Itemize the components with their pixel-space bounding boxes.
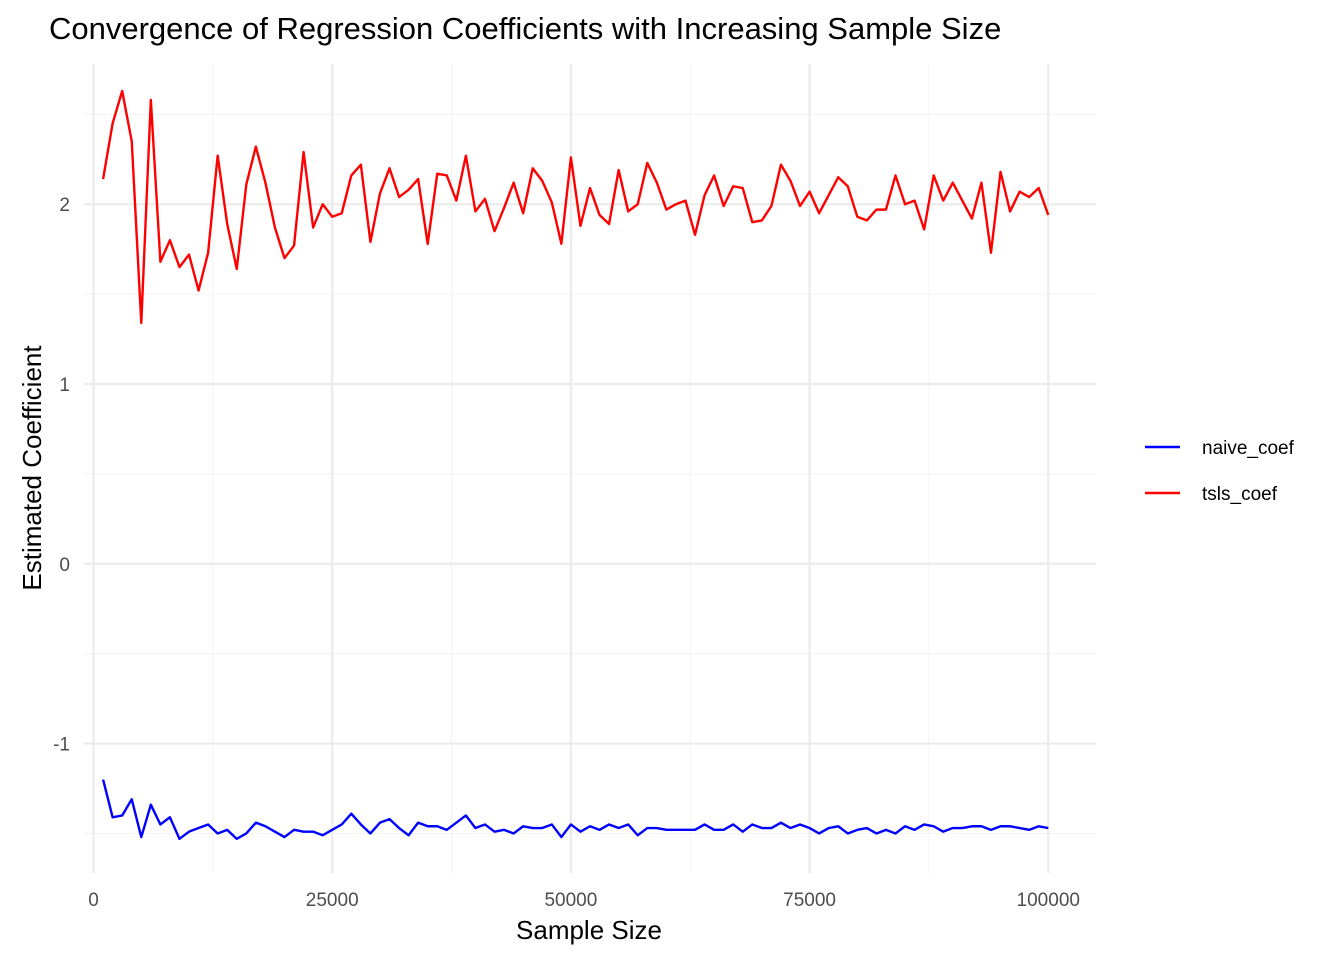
- x-tick-label: 50000: [544, 890, 597, 911]
- y-tick-label: 2: [59, 195, 70, 216]
- legend-label-tsls_coef: tsls_coef: [1202, 484, 1278, 505]
- y-axis-title: Estimated Coefficient: [17, 345, 47, 591]
- x-axis-tick-labels: 0 25000 50000 75000 100000: [88, 890, 1080, 911]
- legend: naive_coef tsls_coef: [1145, 438, 1295, 505]
- x-tick-label: 25000: [306, 890, 359, 911]
- x-tick-label: 0: [88, 890, 99, 911]
- chart-title: Convergence of Regression Coefficients w…: [49, 11, 1001, 46]
- series-line-naive_coef: [103, 780, 1048, 839]
- series-line-tsls_coef: [103, 91, 1048, 323]
- grid-layer: [84, 64, 1096, 873]
- x-tick-label: 100000: [1017, 890, 1080, 911]
- x-tick-label: 75000: [783, 890, 836, 911]
- y-tick-label: 1: [59, 375, 70, 396]
- y-axis-tick-labels: -1 0 1 2: [53, 195, 70, 755]
- y-tick-label: 0: [59, 555, 70, 576]
- legend-label-naive_coef: naive_coef: [1202, 438, 1295, 459]
- y-tick-label: -1: [53, 735, 70, 756]
- x-axis-title: Sample Size: [516, 915, 662, 945]
